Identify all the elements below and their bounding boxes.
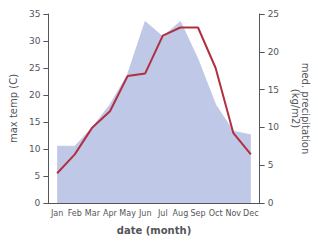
svg-text:10: 10 (29, 144, 41, 154)
svg-text:25: 25 (29, 63, 40, 73)
svg-text:(kg/m2): (kg/m2) (290, 89, 301, 129)
svg-text:15: 15 (29, 117, 40, 127)
svg-text:date (month): date (month) (117, 225, 191, 236)
svg-text:Mar: Mar (85, 209, 101, 218)
svg-text:Nov: Nov (225, 209, 241, 218)
svg-text:10: 10 (268, 122, 280, 132)
svg-text:0: 0 (268, 198, 274, 208)
svg-text:Jul: Jul (157, 209, 168, 218)
svg-text:Aug: Aug (173, 209, 189, 218)
svg-text:35: 35 (29, 9, 40, 19)
svg-text:0: 0 (35, 198, 41, 208)
svg-text:May: May (119, 209, 136, 218)
svg-text:Apr: Apr (103, 209, 118, 218)
svg-text:20: 20 (268, 47, 280, 57)
svg-text:Oct: Oct (209, 209, 223, 218)
svg-text:Dec: Dec (243, 209, 258, 218)
svg-text:Jun: Jun (138, 209, 152, 218)
svg-text:Jan: Jan (50, 209, 63, 218)
svg-text:Sep: Sep (190, 209, 205, 218)
svg-text:max temp (C): max temp (C) (8, 74, 19, 143)
svg-text:20: 20 (29, 90, 41, 100)
svg-text:30: 30 (29, 36, 41, 46)
svg-text:5: 5 (268, 160, 274, 170)
svg-text:5: 5 (35, 171, 41, 181)
svg-text:25: 25 (268, 9, 279, 19)
svg-text:Feb: Feb (68, 209, 82, 218)
svg-text:med. precipitation: med. precipitation (299, 62, 311, 155)
svg-text:15: 15 (268, 85, 279, 95)
